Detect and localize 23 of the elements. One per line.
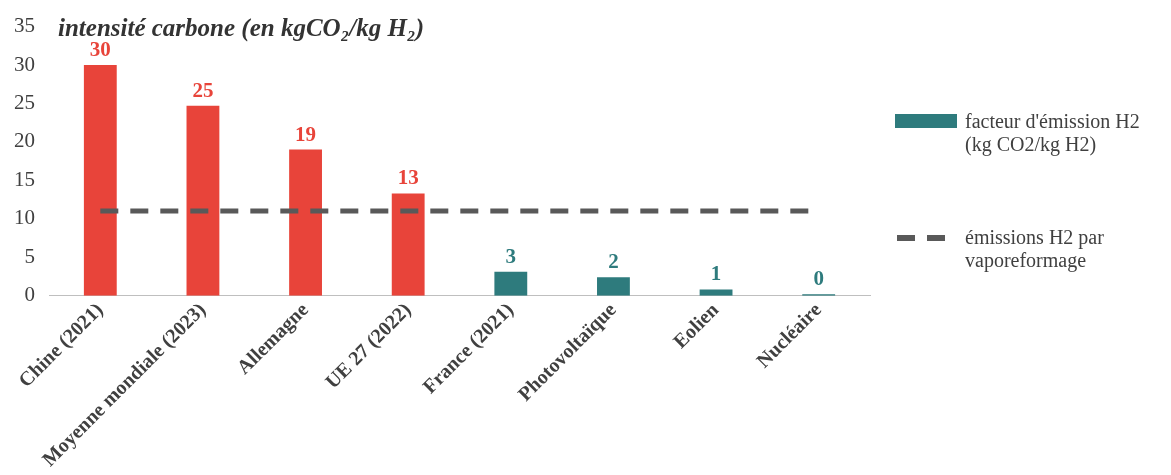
bar (289, 149, 322, 296)
bar (186, 105, 220, 296)
y-tick-label: 5 (24, 243, 35, 268)
data-label: 3 (505, 243, 517, 268)
y-tick-label: 10 (14, 205, 35, 230)
y-tick-label: 15 (14, 166, 35, 191)
y-tick-label: 25 (14, 90, 35, 114)
y-tick-label: 30 (14, 51, 35, 76)
bar (597, 277, 630, 296)
legend-label: émissions H2 par vaporeformage (965, 226, 1105, 272)
bar (83, 65, 117, 296)
y-tick-label: 0 (24, 282, 35, 307)
data-label: 13 (397, 165, 419, 190)
data-label: 0 (813, 266, 824, 291)
data-label: 25 (192, 77, 214, 102)
legend-label: facteur d'émission H2 (kg CO2/kg H2) (965, 110, 1141, 156)
y-tick-label: 35 (14, 13, 35, 38)
data-label: 2 (608, 249, 619, 274)
data-label: 19 (295, 121, 317, 146)
y-tick-label: 20 (14, 128, 35, 153)
bar (494, 271, 528, 296)
bar (391, 193, 425, 296)
data-label: 1 (710, 261, 722, 286)
